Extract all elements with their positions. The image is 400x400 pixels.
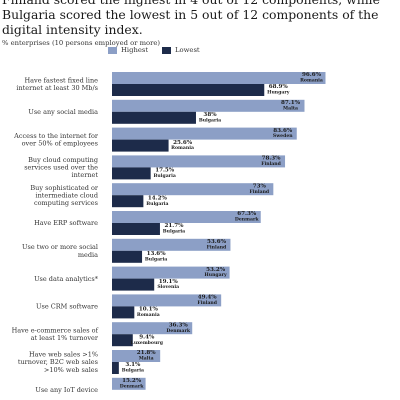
bar-lowest bbox=[112, 223, 160, 235]
country-label: Slovenia bbox=[157, 284, 179, 290]
category-label: Buy sophisticated or intermediate cloud co… bbox=[30, 184, 99, 207]
value-label: 17.5% bbox=[155, 168, 175, 174]
value-label: 3.1% bbox=[125, 362, 141, 368]
legend-swatch-lowest bbox=[162, 47, 171, 54]
bar-lowest bbox=[112, 362, 119, 374]
country-label: Bulgaria bbox=[145, 256, 167, 262]
bar-highest bbox=[112, 155, 286, 168]
country-label: Romania bbox=[300, 78, 323, 84]
value-label: 25.6% bbox=[173, 140, 193, 146]
chart-subtitle: % enterprises (10 persons employed or mo… bbox=[2, 39, 161, 47]
category-label: Have fastest fixed line internet at least… bbox=[16, 76, 98, 92]
bar-lowest bbox=[112, 278, 155, 291]
value-label: 38% bbox=[203, 112, 217, 118]
value-label: 36.3% bbox=[169, 322, 189, 328]
category-label: Buy cloud computing services used over th… bbox=[24, 156, 98, 179]
value-label: 53.2% bbox=[206, 267, 226, 273]
value-label: 96.6% bbox=[302, 72, 322, 78]
bar-lowest bbox=[112, 167, 151, 180]
bar-highest bbox=[112, 127, 297, 140]
value-label: 15.2% bbox=[122, 378, 142, 384]
category-label: Use CRM software bbox=[36, 303, 98, 311]
country-label: Finland bbox=[197, 300, 217, 306]
bar-highest bbox=[112, 266, 230, 279]
category-label: Use any social media bbox=[28, 108, 98, 116]
legend-swatch-highest bbox=[108, 47, 117, 54]
bar-highest bbox=[112, 99, 305, 112]
legend-label-highest: Highest bbox=[121, 46, 149, 54]
category-label: Use any IoT device bbox=[35, 386, 98, 394]
value-label: 13.6% bbox=[147, 251, 167, 257]
country-label: Finland bbox=[250, 189, 270, 195]
category-label: Use data analytics* bbox=[34, 275, 99, 283]
country-label: Romania bbox=[171, 145, 194, 151]
value-label: 21.8% bbox=[137, 350, 157, 356]
country-label: Sweden bbox=[273, 133, 293, 139]
bar-lowest bbox=[112, 139, 169, 152]
country-label: Romania bbox=[137, 312, 160, 318]
country-label: Denmark bbox=[166, 328, 191, 334]
category-label: Use two or more social media bbox=[22, 243, 98, 259]
category-label: Have ERP software bbox=[34, 219, 98, 227]
bar-lowest bbox=[112, 306, 135, 319]
bar-lowest bbox=[112, 195, 144, 208]
country-label: Hungary bbox=[204, 272, 227, 278]
country-label: Hungary bbox=[267, 90, 290, 96]
country-label: Bulgaria bbox=[154, 173, 176, 179]
country-label: Malta bbox=[283, 105, 298, 111]
country-label: Denmark bbox=[120, 383, 145, 389]
bar-highest bbox=[112, 183, 274, 196]
country-label: Denmark bbox=[235, 217, 260, 223]
bar-highest bbox=[112, 322, 193, 335]
bar-highest bbox=[112, 72, 326, 84]
value-label: 53.6% bbox=[207, 239, 227, 245]
country-label: Luxembourg bbox=[131, 340, 164, 346]
country-label: Finland bbox=[261, 161, 281, 167]
value-label: 67.3% bbox=[237, 211, 257, 217]
bar-highest bbox=[112, 294, 222, 307]
category-label: Have e-commerce sales of at least 1% turn… bbox=[12, 327, 99, 343]
value-label: 10.1% bbox=[139, 307, 159, 313]
bar-lowest bbox=[112, 84, 265, 96]
value-label: 68.9% bbox=[269, 84, 289, 90]
bar-highest bbox=[112, 350, 161, 362]
chart-title: Finland scored the highest in 4 out of 1… bbox=[2, 0, 380, 37]
bar-lowest bbox=[112, 250, 143, 263]
value-label: 14.2% bbox=[148, 195, 168, 201]
bar-lowest bbox=[112, 334, 133, 347]
legend-label-lowest: Lowest bbox=[175, 46, 200, 54]
category-label: Access to the internet for over 50% of em… bbox=[13, 132, 99, 148]
country-label: Bulgaria bbox=[199, 117, 221, 123]
value-label: 21.7% bbox=[164, 223, 184, 229]
value-label: 83.6% bbox=[273, 128, 293, 134]
value-label: 19.1% bbox=[159, 279, 179, 285]
value-label: 78.3% bbox=[262, 156, 282, 162]
country-label: Bulgaria bbox=[163, 229, 185, 235]
value-label: 73% bbox=[253, 183, 267, 189]
bar-highest bbox=[112, 377, 146, 390]
bar-highest bbox=[112, 238, 231, 251]
country-label: Bulgaria bbox=[122, 368, 144, 374]
category-label: Have web sales >1% turnover, B2C web sale… bbox=[18, 351, 98, 374]
country-label: Malta bbox=[139, 356, 154, 362]
value-label: 49.4% bbox=[198, 295, 218, 301]
country-label: Bulgaria bbox=[146, 201, 168, 207]
country-label: Finland bbox=[207, 244, 227, 250]
value-label: 87.1% bbox=[281, 100, 301, 106]
bar-highest bbox=[112, 211, 261, 223]
bar-lowest bbox=[112, 111, 196, 124]
value-label: 9.4% bbox=[139, 334, 155, 340]
